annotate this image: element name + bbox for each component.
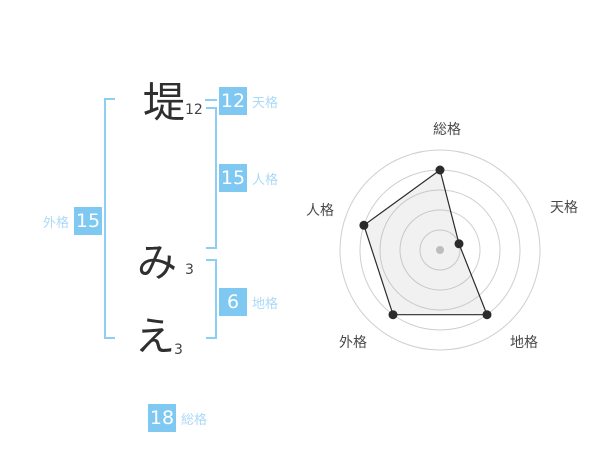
radar-polygon (363, 168, 488, 316)
radar-point (482, 310, 492, 320)
surname-character: 堤 (142, 78, 185, 127)
tenkaku-tick (205, 99, 217, 101)
radar-point (435, 165, 445, 175)
gaikaku-label: 外格 (43, 215, 70, 231)
chikaku-value: 6 (219, 288, 247, 316)
gaikaku-bracket (104, 98, 115, 339)
radar-center-dot (436, 246, 444, 254)
gaikaku-value: 15 (74, 207, 103, 235)
radar-axis-label: 総格 (433, 122, 461, 138)
radar-axis-label: 外格 (339, 335, 367, 351)
radar-ring (339, 149, 541, 351)
radar-axis-label: 天格 (550, 200, 578, 216)
radar-ring (379, 189, 501, 311)
soukaku-badge: 18 総格 (148, 404, 207, 432)
radar-point (388, 310, 398, 320)
chikaku-label: 地格 (252, 296, 279, 312)
jinkaku-bracket (206, 107, 217, 249)
radar-ring (419, 229, 461, 271)
chikaku-bracket (206, 259, 217, 339)
jinkaku-badge: 15 人格 (219, 164, 278, 192)
jinkaku-label: 人格 (252, 172, 279, 188)
tenkaku-label: 天格 (252, 95, 279, 111)
chikaku-badge: 6 地格 (219, 288, 278, 316)
given-name-1-stroke-count: 3 (185, 262, 194, 278)
given-name-character-1: み (137, 240, 177, 286)
surname-stroke-count: 12 (185, 102, 203, 118)
radar-axis-label: 人格 (306, 203, 334, 219)
radar-point (454, 239, 464, 249)
soukaku-label: 総格 (181, 412, 208, 428)
radar-ring (399, 209, 481, 291)
soukaku-value: 18 (148, 404, 176, 432)
given-name-character-2: え (135, 314, 175, 360)
jinkaku-value: 15 (219, 164, 247, 192)
given-name-2-stroke-count: 3 (174, 342, 183, 358)
gaikaku-badge: 外格 15 (43, 207, 103, 235)
radar-axis-label: 地格 (510, 335, 538, 351)
radar-point (359, 220, 369, 230)
tenkaku-value: 12 (219, 87, 247, 115)
tenkaku-badge: 12 天格 (219, 87, 278, 115)
